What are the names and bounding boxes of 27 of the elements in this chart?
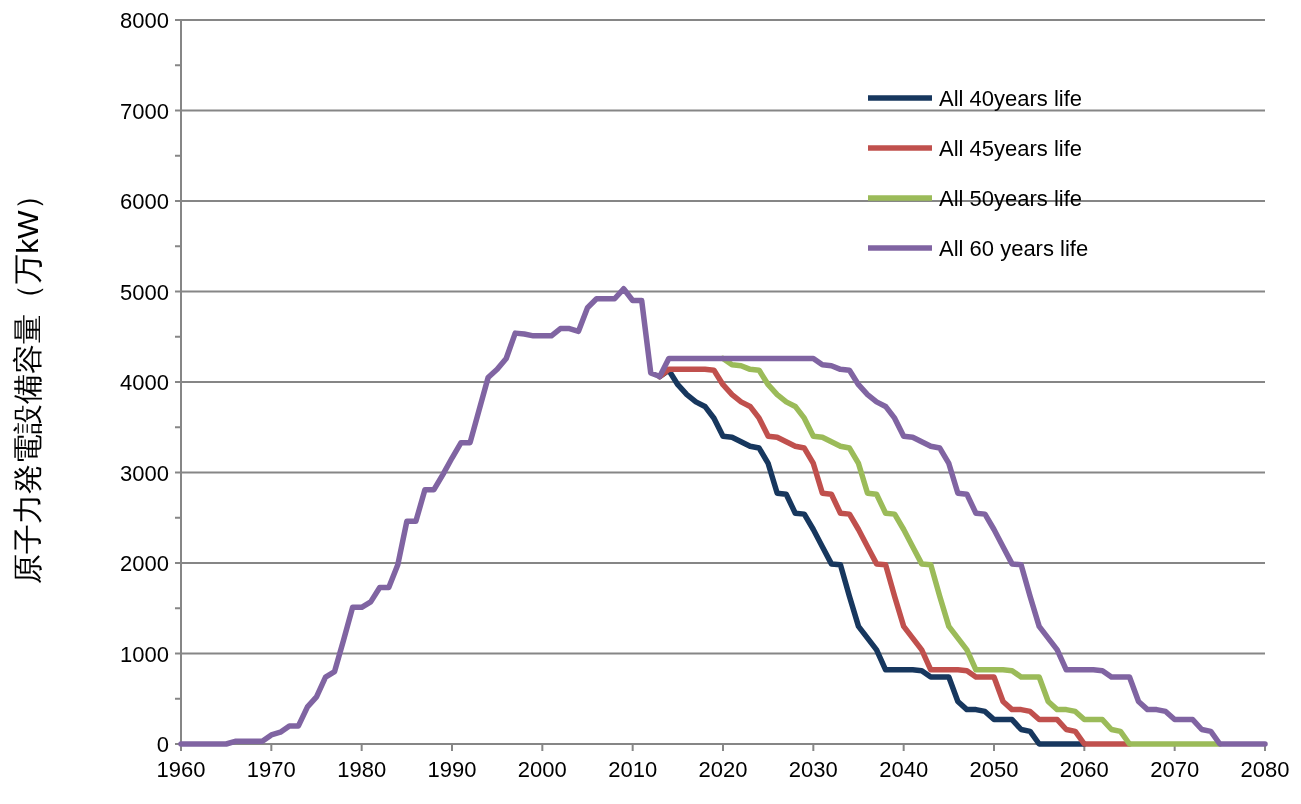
x-tick-label: 2000 bbox=[517, 757, 567, 782]
x-tick-label: 1990 bbox=[427, 757, 477, 782]
x-tick-label: 2020 bbox=[698, 757, 748, 782]
y-tick-label: 1000 bbox=[120, 641, 169, 667]
y-tick-label: 7000 bbox=[120, 98, 169, 124]
x-tick-label: 2010 bbox=[608, 757, 658, 782]
y-tick-label: 4000 bbox=[120, 370, 169, 395]
x-tick-label: 2040 bbox=[879, 757, 929, 782]
y-tick-label: 6000 bbox=[120, 189, 169, 214]
x-tick-label: 2030 bbox=[788, 757, 838, 782]
x-tick-label: 1970 bbox=[246, 757, 296, 782]
legend-label: All 45years life bbox=[939, 136, 1083, 161]
y-tick-label: 8000 bbox=[120, 8, 169, 33]
x-tick-label: 2070 bbox=[1150, 757, 1200, 782]
y-axis-title: 原子力発電設備容量（万kW） bbox=[11, 180, 44, 584]
x-tick-label: 2050 bbox=[969, 757, 1019, 782]
y-tick-label: 3000 bbox=[120, 460, 169, 486]
x-tick-label: 1980 bbox=[337, 757, 387, 782]
legend-label: All 40years life bbox=[939, 86, 1083, 111]
y-tick-label: 0 bbox=[156, 732, 169, 757]
legend-label: All 60 years life bbox=[939, 236, 1089, 261]
y-tick-label: 5000 bbox=[120, 279, 169, 305]
legend-label: All 50years life bbox=[939, 186, 1083, 211]
y-tick-label: 2000 bbox=[120, 551, 169, 576]
x-tick-label: 2080 bbox=[1240, 757, 1290, 782]
x-tick-label: 1960 bbox=[156, 757, 206, 782]
x-tick-label: 2060 bbox=[1059, 757, 1109, 782]
